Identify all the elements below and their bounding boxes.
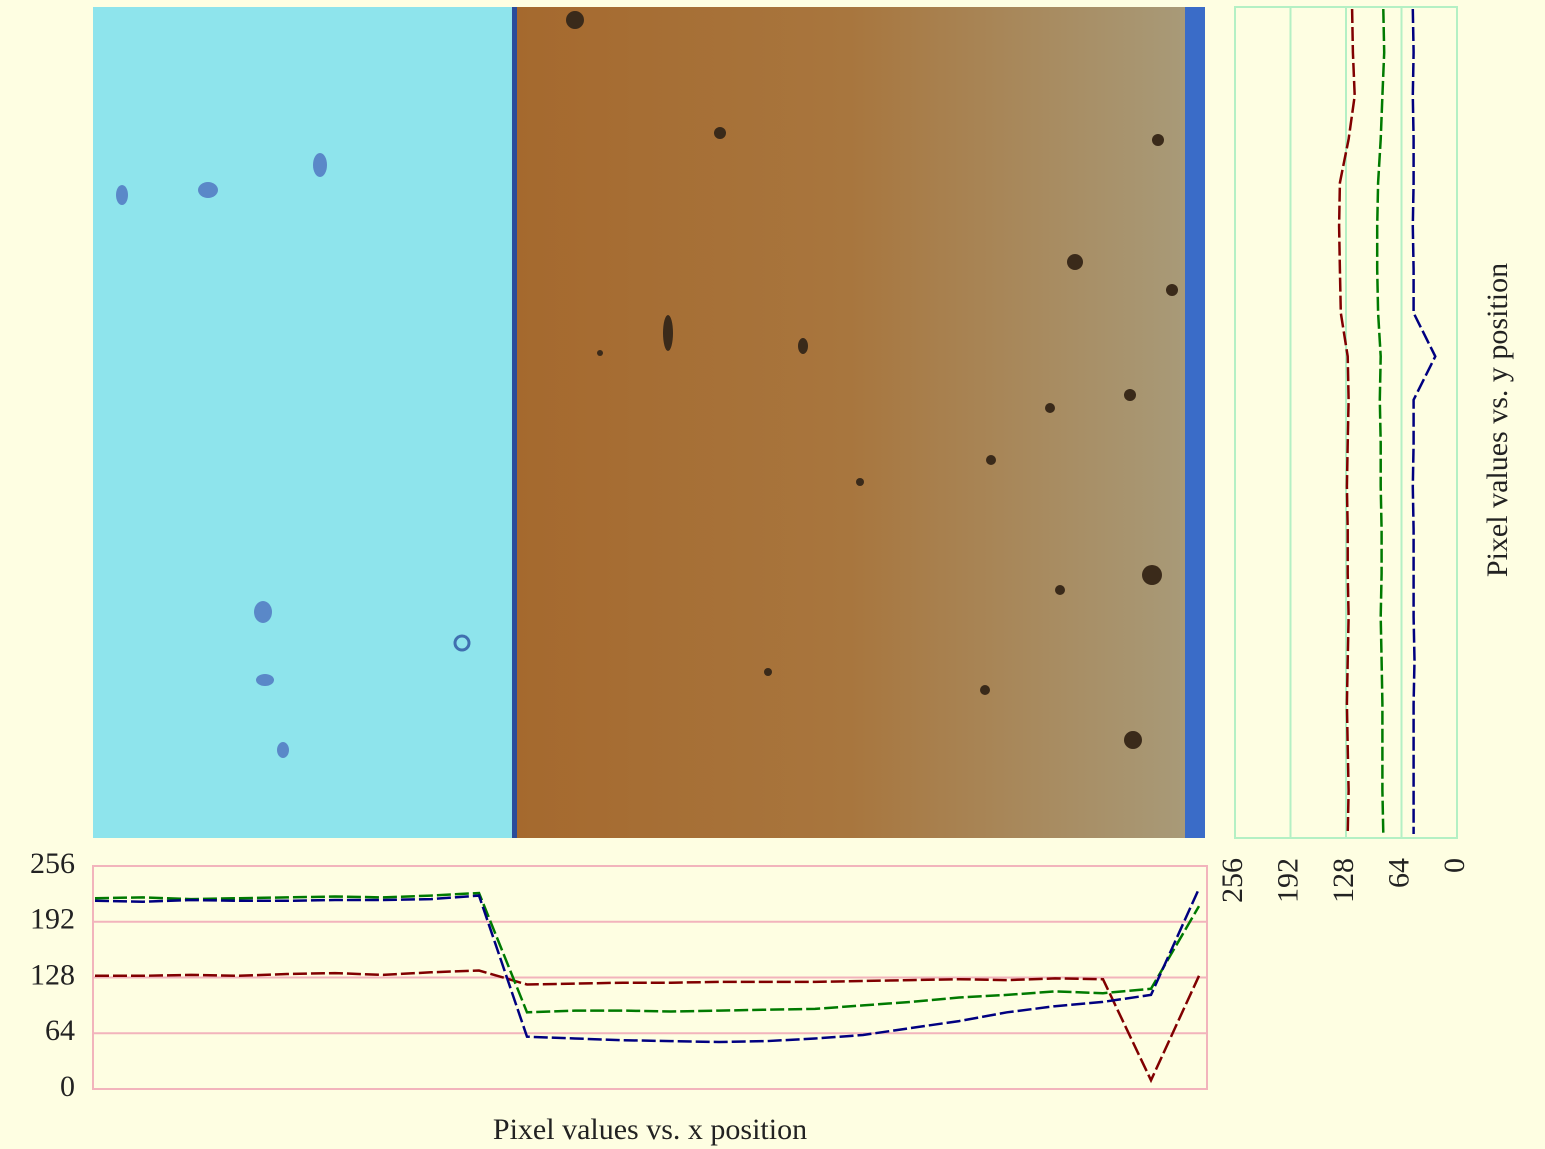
profile-line [1377, 9, 1384, 834]
image-edge-strip [1185, 7, 1205, 838]
y-tick-label: 128 [30, 958, 75, 991]
x-tick-label: 256 [1216, 858, 1249, 903]
profile-line [95, 893, 1199, 1012]
screen: 0 64 128 192 256 Pixel values vs. x position 2… [0, 0, 1545, 1149]
profile-line [1413, 9, 1436, 834]
x-tick-label: 0 [1438, 858, 1471, 873]
x-tick-label: 64 [1382, 858, 1415, 888]
image-left-region [93, 7, 515, 838]
x-tick-label: 128 [1327, 858, 1360, 903]
image-middle-region [515, 7, 1185, 838]
y-tick-label: 0 [60, 1070, 75, 1103]
y-tick-label: 64 [45, 1014, 75, 1047]
micrograph [93, 7, 1205, 838]
y-tick-label: 192 [30, 903, 75, 936]
y-axis-title: Pixel values vs. y position [1481, 263, 1514, 577]
profile-line [95, 971, 1199, 1081]
profile-line [95, 889, 1199, 1042]
image-boundary [512, 7, 517, 838]
y-tick-label: 256 [30, 847, 75, 880]
x-axis-title: Pixel values vs. x position [493, 1113, 807, 1146]
x-tick-label: 192 [1271, 858, 1304, 903]
page: {"chart_data": [ {"type": "line", "title… [0, 0, 1545, 1149]
